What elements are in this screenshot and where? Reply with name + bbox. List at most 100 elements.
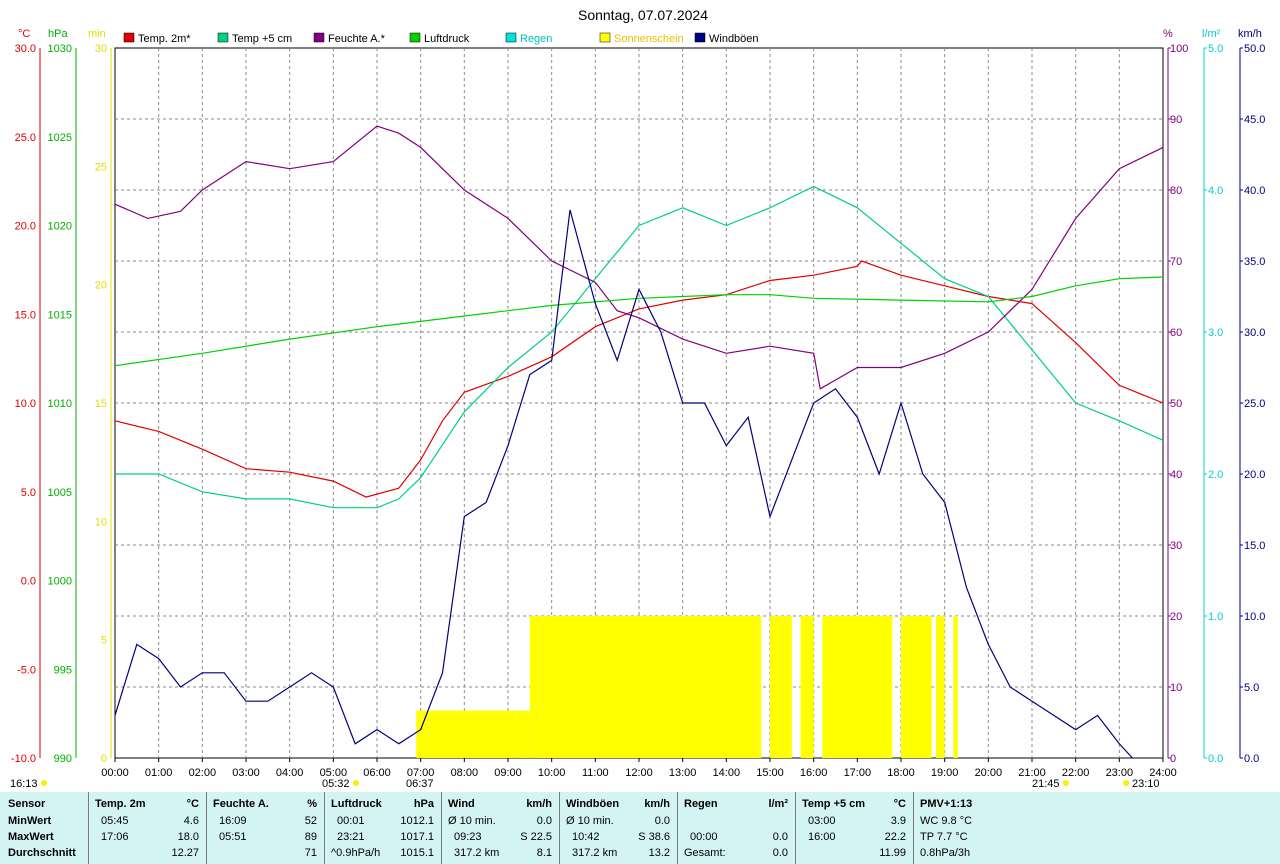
- stats-temp5cm-max-value: 22.2: [884, 831, 906, 843]
- x-tick-label: 12:00: [625, 767, 653, 779]
- wind-tick-label: 25.0: [1244, 398, 1265, 410]
- legend-swatch: [505, 32, 517, 43]
- stats-pressure-min-value: 1012.1: [400, 815, 434, 827]
- humidity-tick-label: 100: [1170, 43, 1188, 55]
- pressure-tick-label: 1015: [48, 309, 72, 321]
- stats-pressure-avg-value: 1015.1: [400, 847, 434, 859]
- legend-swatch: [123, 32, 135, 43]
- stats-humidity-max-value: 89: [304, 831, 317, 843]
- sunshine-bar: [822, 616, 893, 758]
- sunshine-bar: [901, 616, 932, 758]
- humidity-tick-label: 50: [1170, 398, 1182, 410]
- x-tick-label: 03:00: [232, 767, 260, 779]
- legend-label: Feuchte A.*: [328, 33, 386, 45]
- series-lines: [114, 125, 1164, 759]
- chart-legend: Temp. 2m* Temp +5 cm Feuchte A.* Luftdruck R…: [123, 32, 759, 45]
- humidity-tick-label: 60: [1170, 327, 1182, 339]
- x-tick-label: 05:00: [320, 767, 348, 779]
- pressure-tick-label: 1020: [48, 221, 72, 233]
- rain-tick-label: 5.0: [1208, 43, 1223, 55]
- sunshine-bar: [416, 710, 517, 758]
- stats-humidity-max-time: 05:51: [219, 831, 247, 843]
- stats-pressure-unit: hPa: [413, 798, 434, 810]
- stats-pressure-min-time: 00:01: [337, 815, 365, 827]
- stats-gusts-row1-value: 0.0: [654, 815, 670, 827]
- stats-humidity-min-value: 52: [304, 815, 317, 827]
- chart-axes: 00:00 01:00 02:00 03:00 04:00 05:00 06:00 07:00…: [11, 43, 1266, 779]
- stats-pmv-title: PMV+1:13: [920, 798, 973, 810]
- x-tick-label: 13:00: [669, 767, 697, 779]
- x-tick-label: 06:00: [363, 767, 391, 779]
- humidity-tick-label: 20: [1170, 611, 1182, 623]
- wind-tick-label: 10.0: [1244, 611, 1265, 623]
- stats-wind-row1-value: 0.0: [536, 815, 552, 827]
- sun-tick-label: 0: [101, 753, 107, 765]
- stats-humidity-unit: %: [307, 798, 317, 810]
- stats-humidity: Feuchte A. % 16:09 52 05:51 89 71: [206, 792, 325, 864]
- sun-tick-label: 25: [95, 161, 107, 173]
- stats-temp5cm-unit: °C: [893, 798, 906, 810]
- x-tick-label: 09:00: [494, 767, 522, 779]
- stats-wind-max-time: 09:23: [454, 831, 482, 843]
- stats-pmv-trend: 0.8hPa/3h: [920, 847, 971, 859]
- stats-gusts: Windböen km/h Ø 10 min. 0.0 10:42 S 38.6…: [559, 792, 678, 864]
- wind-tick-label: 35.0: [1244, 256, 1265, 268]
- stats-wind-max-value: S 22.5: [520, 831, 552, 843]
- humidity-tick-label: 30: [1170, 540, 1182, 552]
- sunset-icon: [1063, 780, 1069, 786]
- stats-pressure-title: Luftdruck: [331, 798, 382, 810]
- statistics-panel: Sensor MinWert MaxWert Durchschnitt Temp…: [0, 792, 1280, 864]
- stats-temp5cm-avg-value: 11.99: [879, 847, 906, 859]
- temp-tick-label: 20.0: [15, 221, 36, 233]
- temp-tick-label: 15.0: [15, 309, 36, 321]
- sunshine-bar: [935, 616, 945, 758]
- x-tick-label: 23:00: [1106, 767, 1134, 779]
- stats-sensor: Sensor MinWert MaxWert Durchschnitt: [0, 792, 88, 864]
- legend-swatch: [313, 32, 325, 43]
- stats-temp5cm-max-time: 16:00: [808, 831, 836, 843]
- sunshine-bar: [800, 616, 814, 758]
- wind-tick-label: 30.0: [1244, 327, 1265, 339]
- stats-pressure-trend: ^0.9hPa/h: [331, 847, 381, 859]
- temp-tick-label: -10.0: [11, 753, 36, 765]
- temp-unit-label: °C: [18, 28, 30, 40]
- x-tick-label: 17:00: [844, 767, 872, 779]
- stats-wind: Wind km/h Ø 10 min. 0.0 09:23 S 22.5 317…: [441, 792, 560, 864]
- stats-wind-title: Wind: [448, 798, 475, 810]
- x-tick-label: 24:00: [1149, 767, 1177, 779]
- sun-unit-label: min: [88, 28, 106, 40]
- sunshine-bars: [416, 616, 958, 758]
- pressure-tick-label: 995: [54, 664, 72, 676]
- moonrise-icon: [41, 780, 47, 786]
- legend-label: Windböen: [709, 33, 759, 45]
- x-tick-label: 01:00: [145, 767, 173, 779]
- rain-tick-label: 3.0: [1208, 327, 1223, 339]
- moonrise-label: 16:13: [10, 778, 38, 790]
- stats-rain-max-time: 00:00: [690, 831, 718, 843]
- series-line-luftdruck: [114, 276, 1164, 367]
- stats-rain-total-value: 0.0: [772, 847, 788, 859]
- stats-humidity-avg-value: 71: [304, 847, 317, 859]
- stats-wind-distance: 317.2 km: [454, 847, 500, 859]
- sunshine-bar: [529, 616, 762, 758]
- civil-dawn-label: 06:37: [406, 778, 434, 790]
- x-tick-label: 10:00: [538, 767, 566, 779]
- temp-tick-label: 0.0: [21, 576, 36, 588]
- legend-label: Luftdruck: [424, 33, 470, 45]
- x-tick-label: 21:00: [1018, 767, 1046, 779]
- stats-gusts-unit: km/h: [644, 798, 670, 810]
- humidity-tick-label: 90: [1170, 114, 1182, 126]
- sun-tick-label: 15: [95, 398, 107, 410]
- temp-tick-label: 25.0: [15, 132, 36, 144]
- wind-tick-label: 15.0: [1244, 540, 1265, 552]
- stats-humidity-min-time: 16:09: [219, 815, 247, 827]
- stats-pmv: PMV+1:13 WC 9.8 °C TP 7.7 °C 0.8hPa/3h: [913, 792, 1280, 864]
- humidity-tick-label: 40: [1170, 469, 1182, 481]
- stats-temp5cm-title: Temp +5 cm: [802, 798, 866, 810]
- x-tick-label: 08:00: [451, 767, 479, 779]
- x-tick-label: 19:00: [931, 767, 959, 779]
- stats-row-max-label: MaxWert: [8, 831, 54, 843]
- wind-tick-label: 45.0: [1244, 114, 1265, 126]
- x-tick-label: 07:00: [407, 767, 435, 779]
- legend-swatch: [409, 32, 421, 43]
